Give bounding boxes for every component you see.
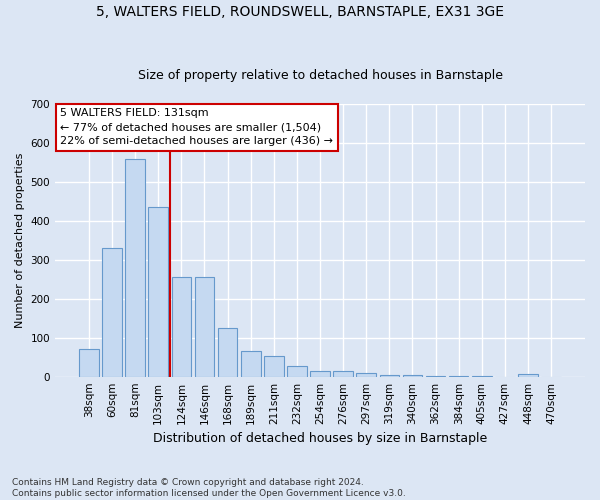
Bar <box>518 374 538 376</box>
Bar <box>264 356 284 376</box>
Bar <box>403 375 422 376</box>
Text: Contains HM Land Registry data © Crown copyright and database right 2024.
Contai: Contains HM Land Registry data © Crown c… <box>12 478 406 498</box>
Bar <box>172 278 191 376</box>
Bar <box>102 248 122 376</box>
Bar <box>356 373 376 376</box>
Title: Size of property relative to detached houses in Barnstaple: Size of property relative to detached ho… <box>137 69 503 82</box>
Bar <box>148 207 168 376</box>
Bar <box>334 371 353 376</box>
Bar <box>218 328 238 376</box>
Bar <box>194 278 214 376</box>
Bar <box>125 158 145 376</box>
Bar <box>310 371 330 376</box>
Bar <box>380 374 399 376</box>
Y-axis label: Number of detached properties: Number of detached properties <box>15 152 25 328</box>
X-axis label: Distribution of detached houses by size in Barnstaple: Distribution of detached houses by size … <box>153 432 487 445</box>
Text: 5, WALTERS FIELD, ROUNDSWELL, BARNSTAPLE, EX31 3GE: 5, WALTERS FIELD, ROUNDSWELL, BARNSTAPLE… <box>96 5 504 19</box>
Bar <box>287 366 307 376</box>
Text: 5 WALTERS FIELD: 131sqm
← 77% of detached houses are smaller (1,504)
22% of semi: 5 WALTERS FIELD: 131sqm ← 77% of detache… <box>61 108 334 146</box>
Bar <box>79 348 99 376</box>
Bar <box>241 352 260 376</box>
